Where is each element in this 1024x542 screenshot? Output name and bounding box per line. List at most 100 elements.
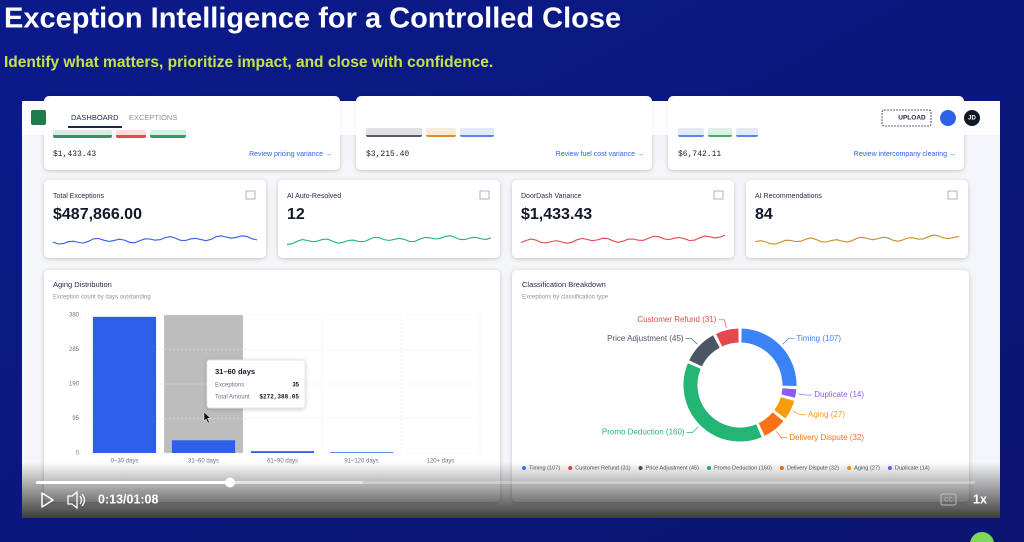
donut-segment [772, 395, 796, 420]
avatar[interactable] [964, 110, 980, 126]
donut-segment [757, 410, 785, 438]
time-display: 0:13/01:08 [98, 492, 159, 506]
upload-button[interactable] [881, 109, 932, 127]
segment-label: Timing (107) [796, 334, 841, 343]
donut-segment [780, 387, 798, 399]
kpi-label: AI Auto-Resolved [287, 193, 341, 200]
bar [171, 440, 236, 453]
bar [329, 452, 394, 453]
kpi-card [278, 180, 500, 258]
kpi-value: 12 [287, 206, 305, 223]
sparkline [286, 235, 492, 245]
kpi-value: $487,866.00 [53, 206, 142, 223]
speed-button[interactable]: 1x [973, 492, 987, 506]
leader-line [792, 410, 807, 416]
chart-subtitle: Exceptions by classification type [522, 295, 609, 301]
leader-line [686, 426, 699, 433]
donut-chart: Timing (107) Customer Refund (31) Price Ad… [602, 315, 864, 443]
tooltip [206, 359, 306, 409]
kpi-value: 84 [755, 206, 773, 223]
y-tick-label: 190 [69, 382, 80, 388]
chart-title: Classification Breakdown [522, 280, 606, 289]
progress-track[interactable] [36, 481, 975, 484]
y-tick-label: 380 [69, 313, 80, 319]
bar [92, 316, 157, 453]
upload-label: UPLOAD [898, 115, 926, 122]
tooltip-label: Total Amount [215, 395, 250, 401]
kpi-label: DoorDash Variance [521, 193, 582, 200]
segment-label: Price Adjustment (45) [607, 334, 684, 343]
kpi-row: Total Exceptions $487,866.00 AI Auto-Resol… [44, 180, 968, 258]
app-logo [31, 110, 46, 125]
leader-line [776, 431, 788, 439]
x-tick-label: 91–120 days [344, 459, 378, 465]
tooltip-value: 35 [292, 383, 299, 389]
kpi-label: AI Recommendations [755, 193, 822, 200]
segment-label: Promo Deduction (160) [602, 427, 685, 436]
progress-played [36, 481, 230, 484]
donut-segment [740, 327, 798, 387]
video: $1,433.43 Review pricing variance → $3,2… [22, 96, 1000, 518]
aging-chart: 0 95 190 285 380 0–30 days 31–60 days 61–90 day… [69, 313, 481, 465]
chart-subtitle: Exception count by days outstanding [53, 295, 151, 301]
nav-item[interactable]: DASHBOARD [71, 113, 119, 122]
x-tick-label: 61–90 days [267, 459, 298, 465]
leader-line [782, 338, 795, 345]
kpi-icon [245, 190, 256, 200]
cursor [203, 411, 212, 424]
chart-title: Aging Distribution [53, 280, 112, 289]
segment-label: Customer Refund (31) [637, 315, 716, 324]
x-tick-label: 120+ days [427, 459, 455, 465]
controls-shade [22, 462, 1000, 518]
sparkline [520, 234, 726, 244]
donut-segment [682, 361, 764, 443]
card-link[interactable]: Review fuel cost variance → [556, 151, 644, 158]
tooltip-label: Exceptions [215, 383, 244, 389]
kpi-card [746, 180, 968, 258]
leader-line [718, 319, 727, 328]
segment-label: Delivery Dispute (32) [789, 433, 864, 442]
kpi-icon [947, 190, 958, 200]
tooltip-value: $272,388.05 [259, 394, 299, 401]
progress-thumb[interactable] [225, 477, 235, 488]
nav-item[interactable]: EXCEPTIONS [129, 113, 177, 122]
sparkline [52, 235, 258, 245]
nav-underline [68, 126, 122, 128]
sparkline [754, 234, 960, 245]
segment-label: Aging (27) [808, 410, 845, 419]
slide-title: Exception Intelligence for a Controlled … [4, 3, 621, 35]
donut-segment [714, 327, 740, 348]
leader-line [685, 338, 698, 345]
icon-button[interactable] [940, 110, 956, 126]
kpi-card [512, 180, 734, 258]
kpi-value: $1,433.43 [521, 206, 592, 223]
kpi-label: Total Exceptions [53, 193, 104, 200]
card-amount: $1,433.43 [53, 150, 96, 159]
segment-label: Duplicate (14) [814, 390, 864, 399]
y-tick-label: 0 [76, 451, 80, 457]
tooltip-title: 31–60 days [215, 367, 255, 376]
y-tick-label: 285 [69, 347, 80, 353]
donut-segment [687, 333, 721, 368]
card-link[interactable]: Review intercompany clearing → [854, 151, 956, 158]
avatar-initials: JD [968, 116, 976, 122]
play-button[interactable] [41, 492, 54, 508]
cc-button[interactable] [940, 493, 957, 506]
card-link[interactable]: Review pricing variance → [249, 151, 332, 158]
kpi-icon [479, 190, 490, 200]
volume-button[interactable] [67, 490, 86, 510]
cc-label: CC [944, 498, 953, 504]
kpi-icon [713, 190, 724, 200]
bar [250, 451, 315, 453]
y-tick-label: 95 [72, 416, 79, 422]
card-amount: $6,742.11 [678, 150, 721, 159]
leader-line [798, 393, 813, 396]
x-tick-label: 0–30 days [111, 459, 139, 465]
app-header [22, 101, 1000, 135]
corner-badge [970, 532, 994, 542]
x-tick-label: 31–60 days [188, 459, 219, 465]
card-amount: $3,215.40 [366, 150, 409, 159]
slide-subtitle: Identify what matters, prioritize impact… [4, 54, 493, 71]
